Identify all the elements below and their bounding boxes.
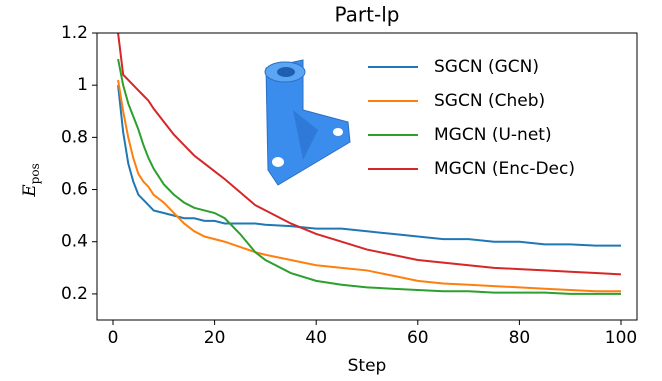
y-axis-label-text: Epos	[20, 163, 42, 198]
line-series	[117, 85, 621, 247]
x-tick-label: 0	[108, 328, 119, 348]
y-tick-label: 1	[77, 75, 88, 95]
legend-label: MGCN (U-net)	[434, 125, 552, 145]
y-tick-label: 0.8	[61, 127, 88, 147]
y-tick-label: 0.4	[61, 232, 88, 252]
x-tick-label: 40	[305, 328, 327, 348]
line-series	[117, 32, 622, 276]
line-series	[117, 58, 621, 295]
legend-label: SGCN (Cheb)	[434, 91, 545, 111]
y-tick-label: 1.2	[61, 23, 88, 43]
y-tick-label: 0.6	[61, 180, 88, 200]
x-tick-label: 100	[605, 328, 637, 348]
y-axis-label-main: E	[20, 184, 40, 198]
x-tick-label: 80	[509, 328, 531, 348]
y-axis-label: Epos	[20, 163, 42, 198]
x-tick-label: 60	[407, 328, 429, 348]
chart-title: Part-lp	[335, 3, 400, 27]
x-axis-label: Step	[348, 356, 387, 376]
y-tick-label: 0.2	[61, 284, 88, 304]
legend-label: SGCN (GCN)	[434, 57, 539, 77]
x-tick-label: 20	[204, 328, 226, 348]
part-image	[264, 59, 351, 186]
line-series	[117, 79, 621, 293]
y-axis-label-sub: pos	[28, 163, 42, 184]
legend-label: MGCN (Enc-Dec)	[434, 159, 575, 179]
plot-frame	[96, 32, 638, 321]
